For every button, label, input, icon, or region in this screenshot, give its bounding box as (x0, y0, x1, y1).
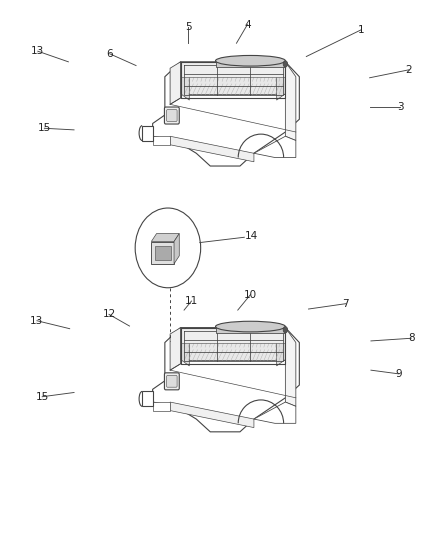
Ellipse shape (215, 55, 286, 66)
Polygon shape (170, 402, 254, 427)
Polygon shape (180, 328, 189, 366)
Text: 2: 2 (406, 65, 412, 75)
Text: 13: 13 (30, 316, 43, 326)
Polygon shape (170, 328, 180, 370)
Polygon shape (152, 402, 170, 410)
Polygon shape (215, 327, 286, 333)
Polygon shape (174, 233, 179, 264)
Text: 9: 9 (396, 369, 402, 379)
Polygon shape (142, 126, 152, 141)
Polygon shape (142, 391, 152, 406)
FancyBboxPatch shape (164, 373, 179, 390)
Bar (155, 246, 170, 260)
Polygon shape (152, 62, 299, 166)
Polygon shape (254, 136, 296, 158)
Text: 13: 13 (31, 46, 44, 56)
Text: 1: 1 (357, 25, 364, 35)
Text: 15: 15 (35, 392, 49, 402)
FancyBboxPatch shape (166, 110, 177, 122)
Circle shape (135, 208, 201, 288)
Polygon shape (170, 62, 180, 104)
Polygon shape (180, 62, 189, 100)
Polygon shape (180, 328, 286, 360)
Text: 4: 4 (244, 20, 251, 30)
Polygon shape (152, 328, 299, 432)
Text: 7: 7 (343, 298, 349, 309)
Ellipse shape (283, 61, 288, 67)
FancyBboxPatch shape (151, 241, 174, 264)
Polygon shape (286, 62, 296, 141)
Text: 15: 15 (38, 123, 51, 133)
Polygon shape (277, 328, 286, 366)
Text: 10: 10 (244, 289, 257, 300)
Text: 11: 11 (185, 296, 198, 306)
Polygon shape (151, 233, 179, 241)
Text: 6: 6 (106, 49, 113, 59)
Polygon shape (277, 62, 286, 100)
FancyBboxPatch shape (164, 107, 179, 124)
Polygon shape (152, 136, 170, 145)
Polygon shape (180, 62, 286, 94)
Polygon shape (286, 328, 296, 406)
Polygon shape (215, 61, 286, 67)
Text: 8: 8 (408, 333, 414, 343)
Text: 3: 3 (397, 102, 403, 112)
Polygon shape (254, 402, 296, 423)
Polygon shape (180, 62, 286, 77)
Text: 14: 14 (245, 231, 258, 241)
Polygon shape (180, 328, 286, 343)
Polygon shape (170, 136, 254, 162)
FancyBboxPatch shape (166, 375, 177, 387)
Ellipse shape (215, 321, 286, 332)
Text: 12: 12 (102, 309, 116, 319)
Ellipse shape (283, 327, 288, 333)
Text: 5: 5 (185, 22, 192, 33)
